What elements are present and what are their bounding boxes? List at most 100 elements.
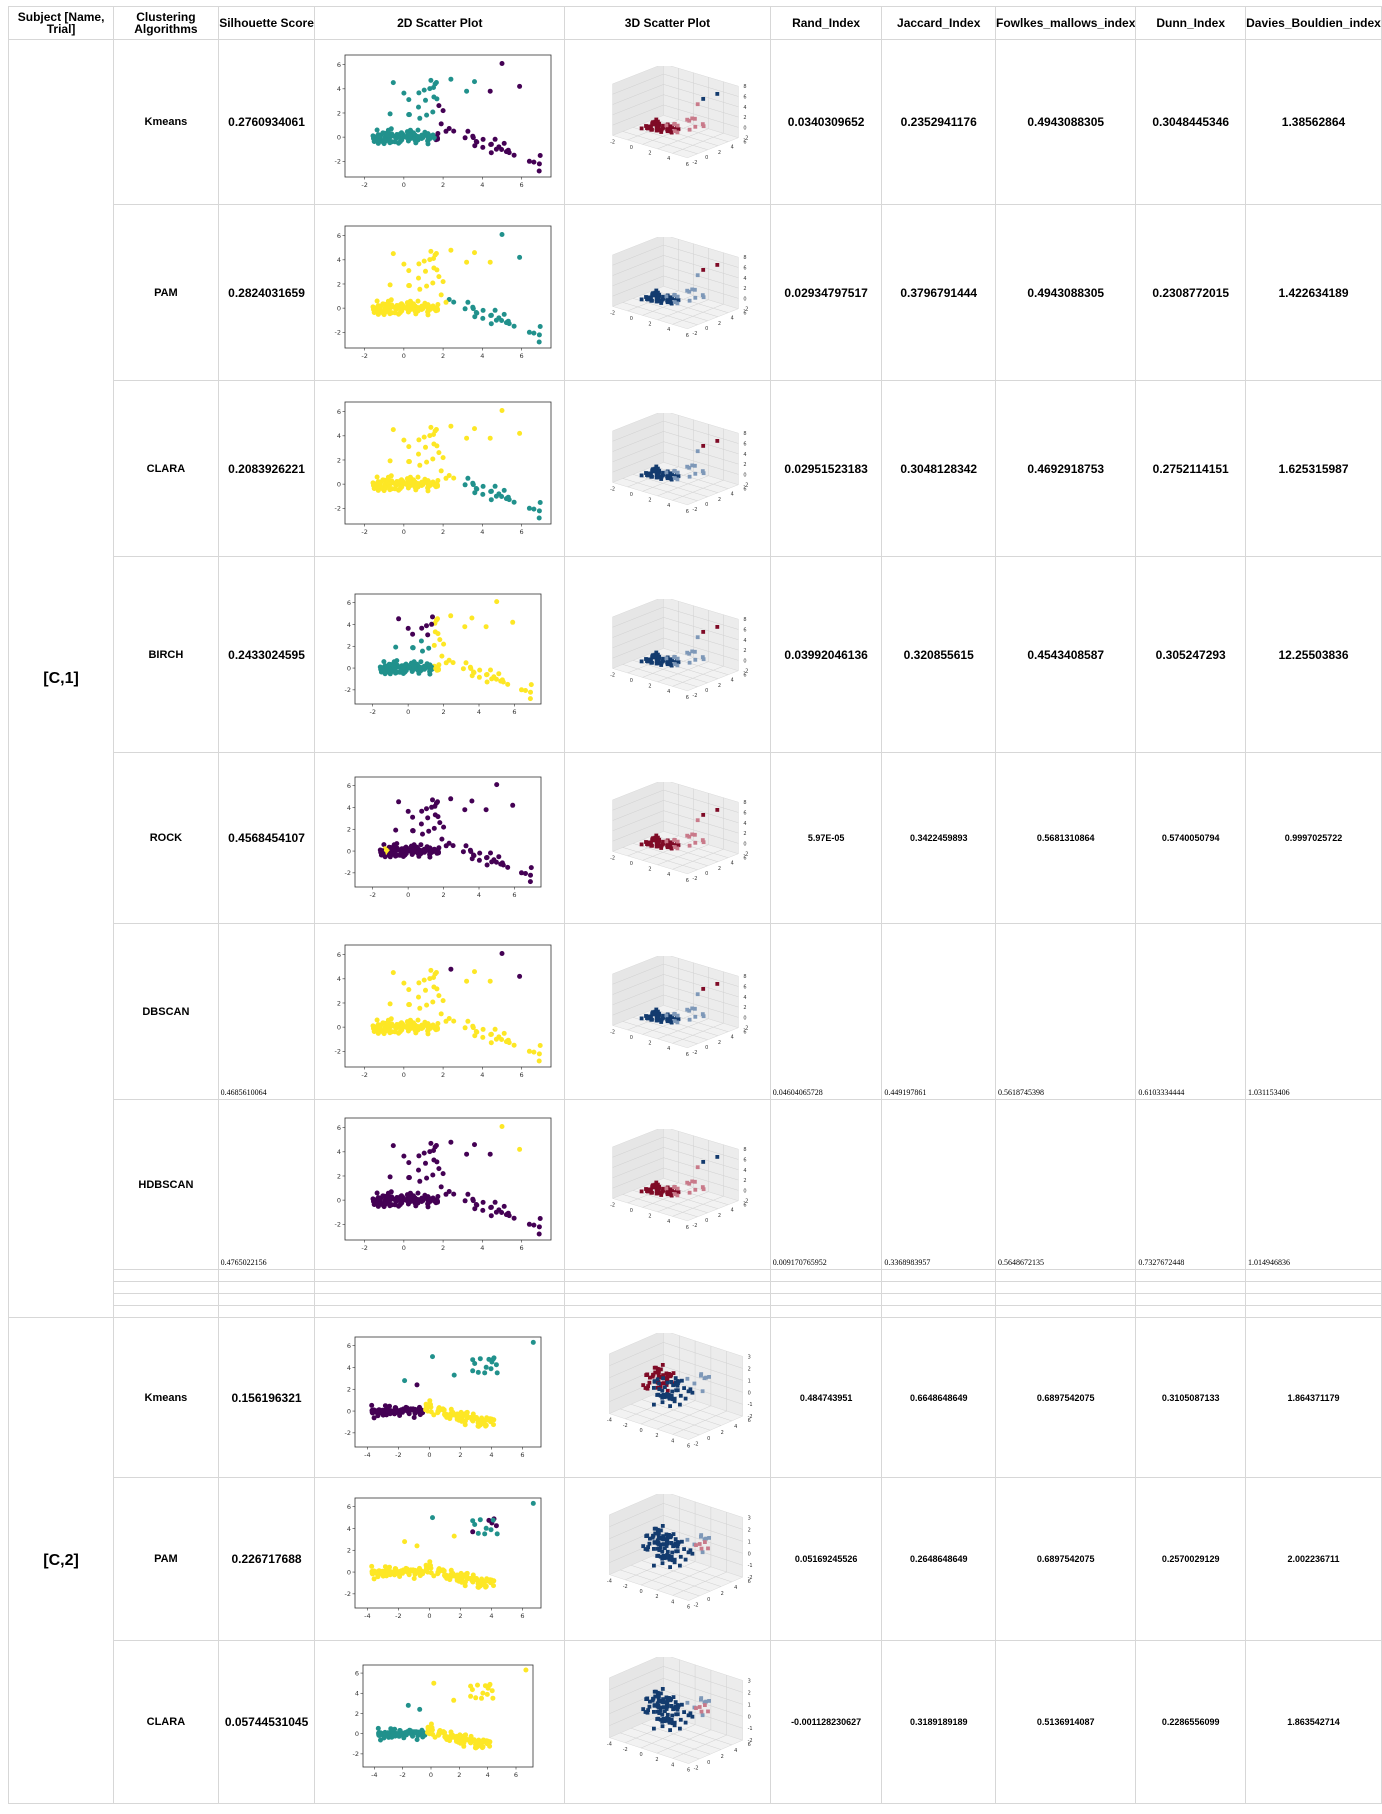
algorithm-cell: BIRCH <box>113 556 219 753</box>
empty-cell <box>995 1281 1137 1294</box>
jaccard-cell: 0.3796791444 <box>881 204 997 381</box>
scatter-3d-point <box>687 834 692 839</box>
x-tick-label: 6 <box>519 1071 523 1079</box>
scatter-3d-point <box>687 651 692 656</box>
dunn-cell: 0.7327672448 <box>1135 1099 1246 1270</box>
davies-cell: 1.625315987 <box>1244 380 1382 557</box>
empty-cell <box>113 1293 219 1306</box>
y-tick-label: 0 <box>347 847 351 855</box>
results-table: Subject [Name, Trial] Clustering Algorit… <box>7 6 1382 1804</box>
scatter-point <box>424 631 430 637</box>
scatter-3d-point <box>653 121 657 126</box>
x-tick-label: 2 <box>441 181 445 189</box>
y-tick-label: 4 <box>731 861 734 867</box>
scatter-3d-point <box>668 1728 673 1732</box>
scatter-point <box>476 850 482 856</box>
scatter-3d-point <box>687 289 692 294</box>
scatter-point <box>415 127 421 133</box>
x-tick-label: 4 <box>672 1762 675 1768</box>
scatter-point <box>537 1042 543 1048</box>
scatter-point <box>469 1367 475 1373</box>
scatter-3d-point <box>644 124 649 128</box>
z-tick-label: 6 <box>744 984 747 990</box>
y-tick-label: 0 <box>706 687 709 693</box>
scatter-3d-point <box>696 634 701 639</box>
y-tick-label: 4 <box>347 1525 351 1533</box>
scatter-3d-point <box>646 1708 651 1712</box>
scatter-point <box>406 1159 412 1165</box>
scatter-point <box>536 339 542 344</box>
scatter-point <box>456 1576 462 1582</box>
scatter-3d-point <box>657 841 662 846</box>
scatter-point <box>434 1158 440 1164</box>
scatter-point <box>447 612 453 618</box>
x-tick-label: 6 <box>514 1771 518 1779</box>
y-tick-label: 2 <box>718 866 721 872</box>
y-tick-label: -2 <box>344 686 350 694</box>
scatter-point <box>488 1365 494 1371</box>
empty-row <box>9 1269 1382 1282</box>
scatter-3d-point <box>674 127 679 131</box>
scatter-point <box>488 320 494 326</box>
scatter-point <box>419 1022 425 1028</box>
scatter-3d-point <box>659 1546 664 1550</box>
x-tick-label: 4 <box>668 689 671 695</box>
scatter-3d-point <box>670 1719 675 1724</box>
scatter-3d-point <box>657 125 662 130</box>
scatter-point <box>465 1018 471 1024</box>
scatter-point <box>416 1404 422 1410</box>
scatter-3d-point <box>674 1189 679 1194</box>
z-tick-label: 6 <box>744 265 747 271</box>
scatter-3d-point <box>646 297 651 301</box>
scatter-2d-cell: -2 0 2 4 6 6 4 2 0 -2 <box>314 380 566 557</box>
jaccard-cell: 0.3422459893 <box>881 752 997 924</box>
scatter-3d-point <box>656 1392 661 1397</box>
x-tick-label: 2 <box>656 1594 659 1600</box>
scatter-point <box>536 161 542 167</box>
scatter-point <box>428 621 434 627</box>
scatter-point <box>471 1141 477 1147</box>
scatter-3d-point <box>646 842 651 847</box>
scatter-point <box>392 1404 398 1410</box>
scatter-point <box>424 815 430 821</box>
scatter-point <box>471 1360 477 1366</box>
dunn-cell: 0.5740050794 <box>1135 752 1246 924</box>
y-tick-label: 6 <box>748 1418 751 1424</box>
x-tick-label: 2 <box>649 497 652 503</box>
scatter-3d-point <box>656 1538 660 1543</box>
scatter-point <box>386 137 392 143</box>
scatter-3d-point <box>648 1699 653 1704</box>
empty-cell <box>564 1293 771 1306</box>
scatter-point <box>390 80 396 86</box>
scatter-point <box>516 430 522 436</box>
y-tick-label: -2 <box>694 1603 699 1609</box>
scatter-3d-point <box>656 844 661 849</box>
scatter-3d-point <box>657 1711 662 1715</box>
scatter-point <box>503 1211 509 1217</box>
scatter-point <box>436 449 442 455</box>
scatter-point <box>389 1408 395 1414</box>
scatter-3d-point <box>672 1184 677 1189</box>
scatter-3d-point <box>702 1013 706 1018</box>
scatter-point <box>416 1152 422 1158</box>
scatter-point <box>438 1183 444 1189</box>
z-tick-label: 2 <box>744 115 747 121</box>
y-tick-label: 0 <box>355 1730 359 1738</box>
scatter-3d-point <box>657 1370 662 1374</box>
scatter-point <box>380 476 386 482</box>
scatter-point <box>419 303 425 309</box>
table-row: PAM 0.226717688 -4 -2 0 2 4 6 6 4 2 0 -2 -4 -2 0 2 4 6 -2 0 2… <box>9 1477 1382 1641</box>
scatter-3d-point <box>652 1710 657 1714</box>
scatter-3d-point <box>654 464 659 468</box>
scatter-3d-point <box>676 1387 681 1392</box>
x-tick-label: 6 <box>686 508 689 514</box>
scatter-point <box>490 1517 496 1523</box>
scatter-3d-point <box>654 1689 659 1694</box>
scatter-point <box>480 136 486 142</box>
silhouette-cell: 0.2083926221 <box>217 380 316 557</box>
z-tick-label: 2 <box>744 1005 747 1011</box>
scatter-3d-point <box>673 845 678 849</box>
scatter-3d-point <box>657 1386 662 1391</box>
scatter-point <box>483 1364 489 1370</box>
x-tick-label: 4 <box>668 327 671 333</box>
